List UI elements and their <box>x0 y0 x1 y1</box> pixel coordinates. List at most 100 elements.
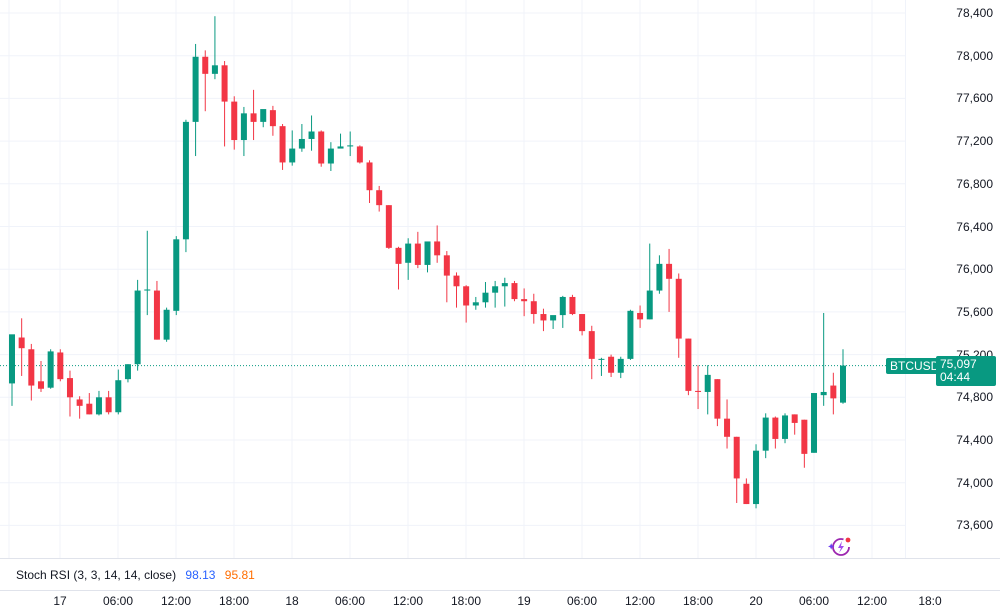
candle-body <box>76 399 83 406</box>
candle-body <box>704 374 711 392</box>
indicator-legend[interactable]: Stoch RSI (3, 3, 14, 14, close) 98.13 95… <box>16 568 261 582</box>
candle-body <box>308 131 315 139</box>
tradingview-logo-icon[interactable] <box>828 536 854 558</box>
time-axis-label: 06:00 <box>566 594 598 608</box>
price-axis-label: 77,600 <box>956 91 993 106</box>
candle-body <box>811 393 818 453</box>
candle-body <box>656 263 663 291</box>
candle-body <box>675 278 682 339</box>
price-axis-label: 74,400 <box>956 433 993 447</box>
candle-body <box>37 381 44 389</box>
candle-body <box>318 131 325 164</box>
candle-body <box>376 190 383 206</box>
candle-body <box>250 113 257 122</box>
candle-body <box>47 351 54 388</box>
candle-body <box>782 415 789 439</box>
candle-body <box>202 56 209 74</box>
candle-body <box>124 364 131 380</box>
candle-body <box>453 275 460 287</box>
candle-body <box>163 309 170 340</box>
time-axis-label: 18:00 <box>682 594 714 608</box>
stoch-rsi-pane[interactable]: Stoch RSI (3, 3, 14, 14, close) 98.13 95… <box>0 558 1000 591</box>
candle-body <box>66 378 73 398</box>
time-axis-label: 12:00 <box>624 594 656 608</box>
price-axis-label: 73,600 <box>956 518 993 533</box>
candle-body <box>327 148 334 164</box>
candle-body <box>753 450 760 505</box>
candle-body <box>134 290 141 365</box>
time-axis-label: 20 <box>749 594 763 608</box>
candle-body <box>588 331 595 359</box>
last-price-tag: 75,097 04:44 <box>936 355 996 386</box>
candle-body <box>559 296 566 316</box>
candle-body <box>801 419 808 454</box>
candle-body <box>240 113 247 141</box>
price-axis[interactable]: 78,400 78,000 77,600 77,200 76,800 76,400 76,0… <box>905 0 1000 558</box>
candle-body <box>569 296 576 315</box>
candle-body <box>173 239 180 311</box>
candle-body <box>617 358 624 373</box>
candle-body <box>840 365 846 403</box>
bar-countdown: 04:44 <box>940 369 971 384</box>
time-axis-label: 12:00 <box>160 594 192 608</box>
candle-body <box>144 289 151 291</box>
candle-body <box>86 403 93 415</box>
candle-body <box>347 145 354 147</box>
candle-body <box>724 418 731 437</box>
stoch-d-value: 95.81 <box>224 568 255 582</box>
candle-body <box>598 358 605 360</box>
candle-body <box>511 283 518 300</box>
candle-body <box>28 349 35 386</box>
candle-body <box>472 302 479 306</box>
candle-body <box>289 148 296 163</box>
symbol-price-tag: BTCUSD <box>886 357 944 374</box>
candle-body <box>501 283 508 287</box>
time-axis[interactable]: 17 06:00 12:00 18:00 18 06:00 12:00 18:00 19 06:0… <box>0 590 1000 608</box>
candle-body <box>395 247 402 264</box>
time-axis-label: 18:00 <box>450 594 482 608</box>
time-axis-label: 19 <box>517 594 531 608</box>
candle-body <box>685 338 692 391</box>
candle-body <box>637 312 644 320</box>
price-axis-label: 76,000 <box>956 262 993 277</box>
indicator-name: Stoch RSI (3, 3, 14, 14, close) <box>16 568 177 582</box>
price-axis-label: 76,800 <box>956 176 993 191</box>
candle-body <box>231 101 238 141</box>
time-axis-label: 06:00 <box>102 594 134 608</box>
candle-body <box>366 162 373 191</box>
candle-body <box>820 391 827 396</box>
price-axis-label: 77,200 <box>956 134 993 149</box>
price-axis-label: 78,400 <box>956 6 993 20</box>
candle-body <box>414 243 421 265</box>
candle-body <box>627 310 634 359</box>
candle-body <box>405 243 412 263</box>
candle-body <box>743 483 750 505</box>
candle-body <box>492 286 499 293</box>
time-axis-label: 18 <box>285 594 299 608</box>
candle-body <box>105 397 112 413</box>
candle-body <box>714 379 721 419</box>
candle-body <box>279 126 286 163</box>
candle-body <box>211 65 218 74</box>
time-axis-label: 06:00 <box>334 594 366 608</box>
candle-body <box>95 397 102 415</box>
candle-body <box>18 337 25 349</box>
candle-body <box>666 263 673 279</box>
candle-body <box>9 334 15 384</box>
candle-body <box>221 65 228 102</box>
candle-body <box>298 138 305 149</box>
time-axis-label: 06:00 <box>798 594 830 608</box>
candle-body <box>424 241 431 265</box>
time-axis-label: 12:00 <box>856 594 888 608</box>
price-axis-label: 78,000 <box>956 48 993 63</box>
candle-body <box>482 292 489 303</box>
candle-body <box>192 56 199 122</box>
candle-body <box>385 205 392 248</box>
price-axis-label: 74,000 <box>956 475 993 490</box>
candle-body <box>772 417 779 439</box>
candle-body <box>337 146 344 149</box>
candle-body <box>791 414 798 423</box>
candle-body <box>443 255 450 276</box>
